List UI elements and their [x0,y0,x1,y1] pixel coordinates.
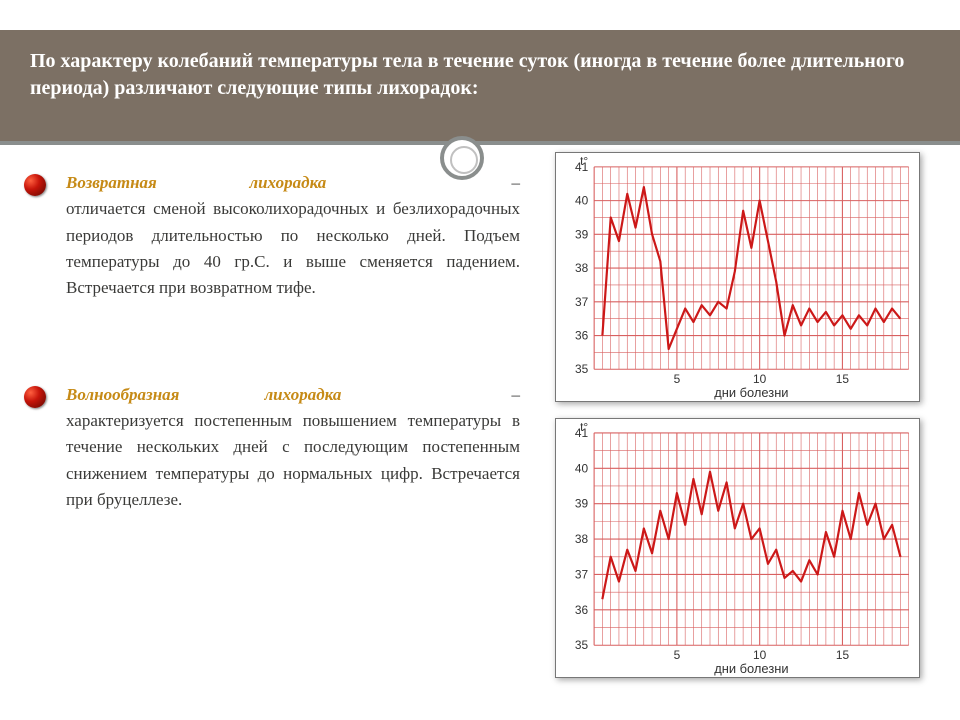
svg-text:5: 5 [674,372,681,386]
svg-text:дни болезни: дни болезни [714,661,788,676]
slide-header: По характеру колебаний температуры тела … [0,30,960,145]
text-content: Возвратная лихорадка – отличается сменой… [20,170,520,569]
block-1-title: Возвратная лихорадка [66,173,326,192]
block-1: Возвратная лихорадка – отличается сменой… [20,170,520,302]
svg-text:36: 36 [575,328,589,342]
block-2-body: характеризуется постепенным повышением т… [66,411,520,509]
svg-text:5: 5 [674,648,681,662]
chart-recurrent-fever: 35363738394041t°51015дни болезни [555,152,920,402]
bullet-icon [24,174,46,196]
svg-text:40: 40 [575,194,589,208]
svg-text:38: 38 [575,261,589,275]
svg-text:10: 10 [753,648,767,662]
svg-text:дни болезни: дни болезни [714,385,788,400]
svg-text:40: 40 [575,461,589,475]
svg-text:15: 15 [836,648,850,662]
svg-text:36: 36 [575,603,589,617]
svg-text:t°: t° [580,154,588,168]
chart-undulant-fever: 35363738394041t°51015дни болезни [555,418,920,678]
block-2-title: Волнообразная лихорадка [66,385,341,404]
block-1-para: Возвратная лихорадка – отличается сменой… [66,170,520,302]
svg-text:15: 15 [836,372,850,386]
block-1-body: отличается сменой высоколихорадочных и б… [66,199,520,297]
block-2: Волнообразная лихорадка – характеризуетс… [20,382,520,514]
svg-text:35: 35 [575,362,589,376]
bullet-icon [24,386,46,408]
svg-text:35: 35 [575,638,589,652]
svg-text:t°: t° [580,420,588,434]
svg-text:38: 38 [575,532,589,546]
svg-text:37: 37 [575,295,589,309]
svg-text:37: 37 [575,567,589,581]
svg-text:39: 39 [575,227,589,241]
svg-text:39: 39 [575,497,589,511]
slide-title: По характеру колебаний температуры тела … [30,48,930,102]
block-2-para: Волнообразная лихорадка – характеризуетс… [66,382,520,514]
